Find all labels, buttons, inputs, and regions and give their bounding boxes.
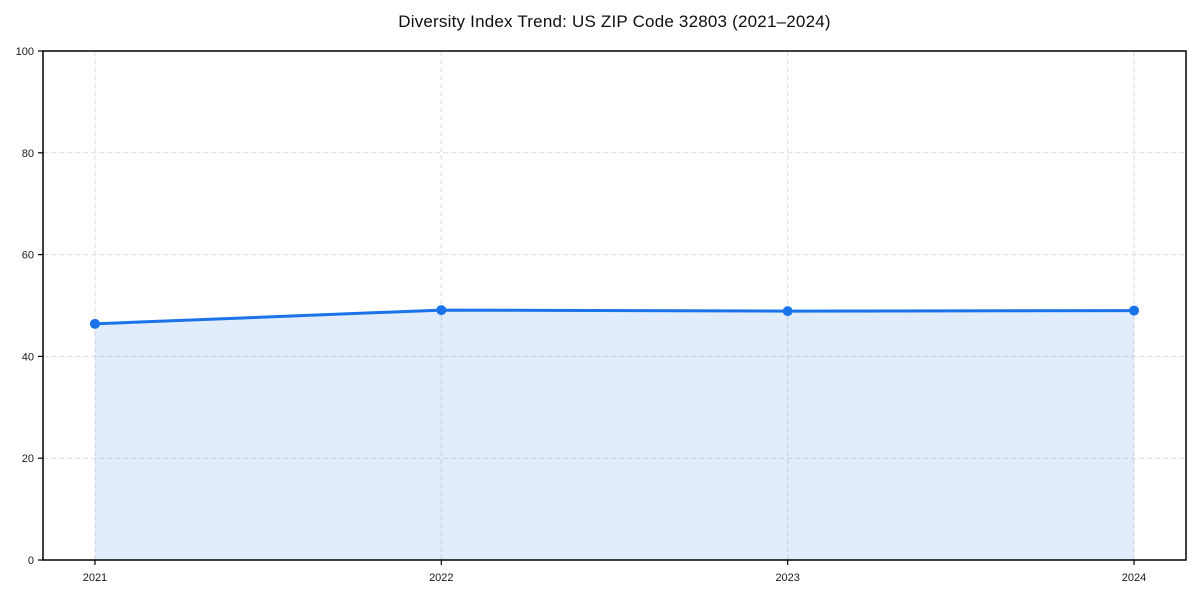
trend-line (93, 308, 1136, 326)
y-tick-label: 80 (22, 148, 34, 160)
data-point-marker (436, 305, 447, 316)
x-tick-label: 2022 (429, 572, 453, 584)
data-point-marker (89, 318, 100, 329)
x-tick-label: 2024 (1122, 572, 1146, 584)
y-tick-label: 40 (22, 351, 34, 363)
x-tick-label: 2021 (83, 572, 107, 584)
x-tick-label: 2023 (775, 572, 799, 584)
y-tick-label: 0 (28, 555, 34, 567)
chart-title: Diversity Index Trend: US ZIP Code 32803… (398, 12, 831, 31)
y-tick-label: 20 (22, 453, 34, 465)
data-point-marker (1129, 305, 1140, 316)
area-fill (94, 310, 1135, 560)
axes-frame (42, 50, 1187, 561)
y-tick-label: 60 (22, 250, 34, 262)
data-point-marker (782, 306, 793, 317)
y-tick-label: 100 (16, 46, 34, 58)
